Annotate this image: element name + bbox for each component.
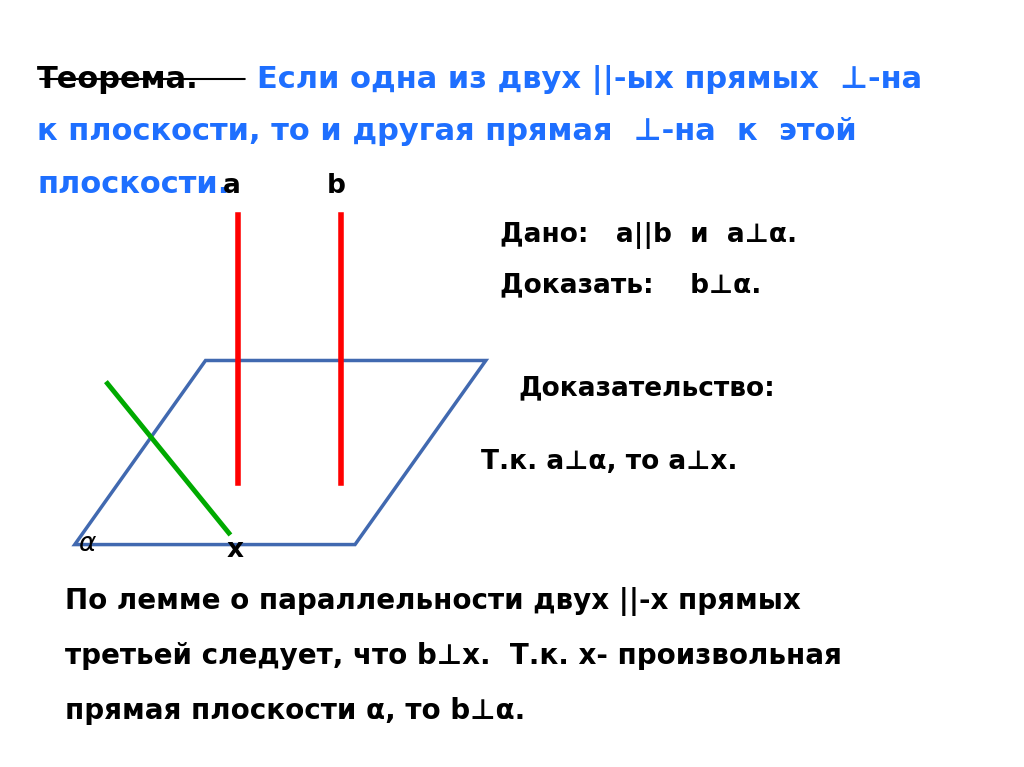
Text: По лемме о параллельности двух ||-х прямых: По лемме о параллельности двух ||-х прям… bbox=[66, 587, 801, 616]
Text: Если одна из двух ||-ых прямых  ⊥-на: Если одна из двух ||-ых прямых ⊥-на bbox=[257, 65, 922, 95]
Text: Дано:   a||b  и  a⊥α.: Дано: a||b и a⊥α. bbox=[500, 222, 797, 249]
Text: x: x bbox=[227, 537, 244, 563]
Text: прямая плоскости α, то b⊥α.: прямая плоскости α, то b⊥α. bbox=[66, 697, 525, 726]
Text: $\alpha$: $\alpha$ bbox=[78, 531, 96, 557]
Text: плоскости.: плоскости. bbox=[37, 170, 229, 199]
Text: Доказательство:: Доказательство: bbox=[518, 376, 775, 402]
Text: Доказать:    b⊥α.: Доказать: b⊥α. bbox=[500, 272, 761, 298]
Text: Теорема.: Теорема. bbox=[37, 65, 199, 94]
Text: a: a bbox=[223, 173, 241, 199]
Text: к плоскости, то и другая прямая  ⊥-на  к  этой: к плоскости, то и другая прямая ⊥-на к э… bbox=[37, 117, 857, 146]
Text: b: b bbox=[327, 173, 346, 199]
Text: Т.к. a⊥α, то a⊥x.: Т.к. a⊥α, то a⊥x. bbox=[481, 449, 737, 475]
Text: третьей следует, что b⊥x.  Т.к. x- произвольная: третьей следует, что b⊥x. Т.к. x- произв… bbox=[66, 642, 843, 670]
